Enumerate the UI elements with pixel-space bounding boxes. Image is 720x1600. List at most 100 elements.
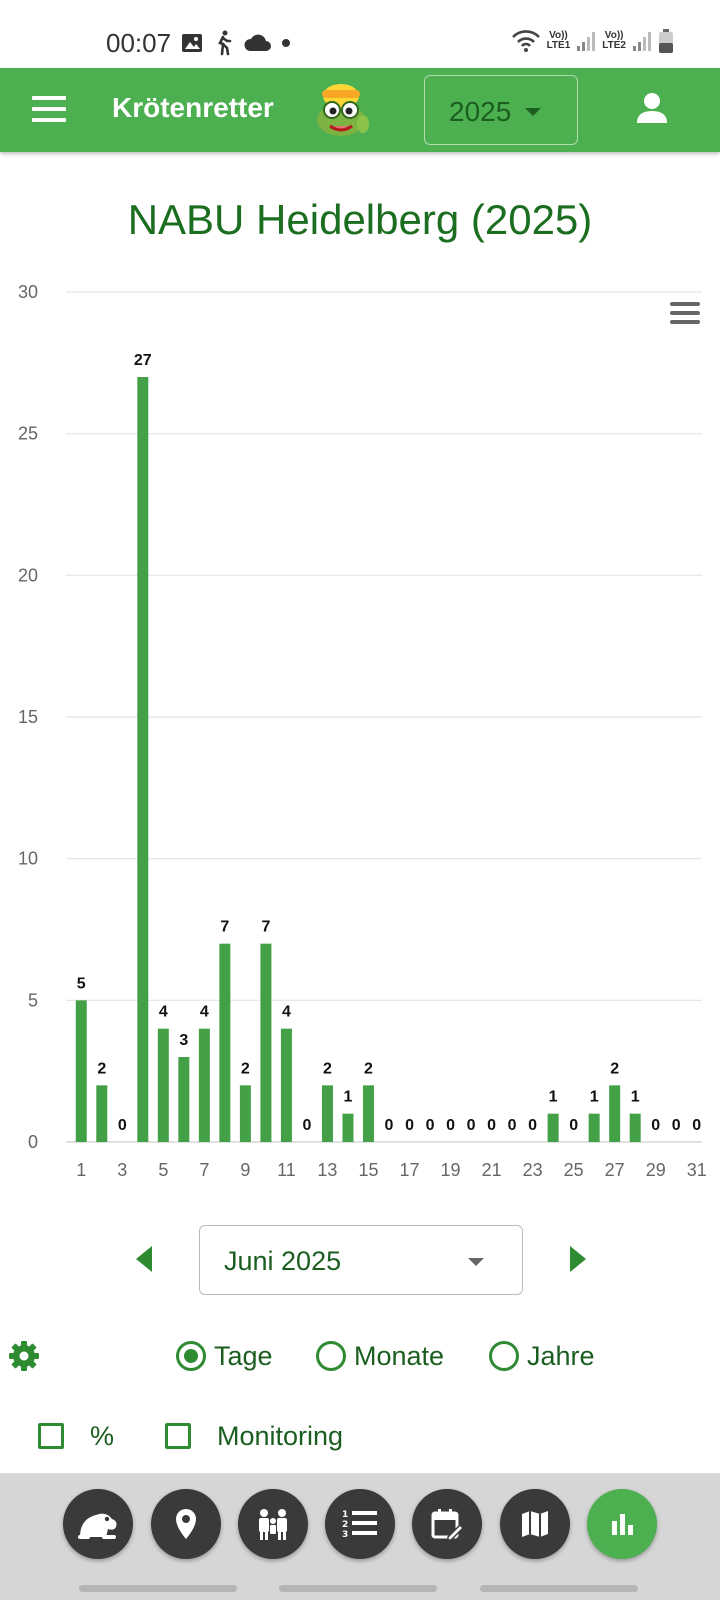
bar-chart-icon[interactable] (587, 1489, 657, 1559)
gallery-icon (180, 31, 204, 55)
radio-label: Tage (214, 1340, 273, 1371)
x-tick-label: 15 (358, 1160, 378, 1180)
bar[interactable] (219, 943, 231, 1142)
checkbox-percent[interactable]: % (38, 1418, 114, 1454)
gesture-bar (480, 1585, 638, 1592)
svg-text:3: 3 (342, 1530, 348, 1540)
data-label: 4 (282, 1004, 291, 1021)
data-label: 27 (134, 352, 152, 369)
x-tick-label: 17 (400, 1160, 420, 1180)
y-tick-label: 0 (28, 1132, 38, 1152)
checkbox-monitoring[interactable]: Monitoring (165, 1418, 343, 1454)
data-label: 0 (569, 1117, 578, 1134)
chevron-down-icon (468, 1258, 484, 1266)
checkbox-label: % (90, 1420, 115, 1451)
month-select[interactable]: Juni 2025 (199, 1225, 523, 1295)
sim2-lte: LTE2 (602, 40, 626, 51)
people-icon[interactable] (238, 1489, 308, 1559)
year-value: 2025 (449, 96, 512, 127)
checkbox-label: Monitoring (217, 1420, 344, 1451)
year-select[interactable]: 2025 (424, 75, 578, 145)
x-tick-label: 7 (199, 1160, 209, 1180)
x-tick-label: 19 (441, 1160, 461, 1180)
data-label: 0 (487, 1117, 496, 1134)
data-label: 0 (672, 1117, 681, 1134)
radio-monate[interactable]: Monate (316, 1337, 444, 1375)
data-label: 4 (200, 1004, 209, 1021)
data-label: 7 (261, 919, 270, 936)
chevron-down-icon (525, 108, 541, 116)
data-label: 2 (97, 1060, 106, 1077)
checkbox[interactable] (165, 1423, 191, 1449)
battery-icon (658, 28, 674, 54)
radio-label: Jahre (527, 1340, 595, 1371)
map-icon[interactable] (500, 1489, 570, 1559)
data-label: 0 (302, 1117, 311, 1134)
bar[interactable] (547, 1113, 559, 1142)
data-label: 2 (610, 1060, 619, 1077)
gear-icon[interactable] (8, 1340, 40, 1372)
bar[interactable] (260, 943, 272, 1142)
data-label: 0 (508, 1117, 517, 1134)
bar[interactable] (75, 1000, 87, 1142)
bar[interactable] (137, 377, 149, 1142)
checkbox[interactable] (38, 1423, 64, 1449)
data-label: 2 (241, 1060, 250, 1077)
bar[interactable] (96, 1085, 108, 1142)
data-label: 0 (467, 1117, 476, 1134)
wifi-icon (511, 29, 541, 53)
frog-logo (310, 80, 372, 140)
data-label: 0 (118, 1117, 127, 1134)
radio-button[interactable] (316, 1341, 346, 1371)
x-tick-label: 27 (605, 1160, 625, 1180)
sim2-network: Vo)) LTE2 (602, 31, 626, 51)
gesture-bar (279, 1585, 437, 1592)
bar[interactable] (609, 1085, 621, 1142)
cloud-icon (244, 33, 272, 53)
data-label: 1 (631, 1089, 640, 1106)
radio-jahre[interactable]: Jahre (489, 1337, 595, 1375)
data-label: 0 (405, 1117, 414, 1134)
arrow-right-icon[interactable] (570, 1246, 586, 1272)
account-icon[interactable] (634, 90, 670, 126)
data-label: 1 (344, 1089, 353, 1106)
x-tick-label: 3 (117, 1160, 127, 1180)
bar[interactable] (629, 1113, 641, 1142)
month-value: Juni 2025 (224, 1246, 342, 1276)
radio-tage[interactable]: Tage (176, 1337, 273, 1375)
radio-button[interactable] (176, 1341, 206, 1371)
data-label: 0 (528, 1117, 537, 1134)
status-time: 00:07 (106, 28, 172, 58)
x-tick-label: 25 (564, 1160, 584, 1180)
bar[interactable] (157, 1028, 169, 1142)
toad-icon[interactable] (63, 1489, 133, 1559)
signal-icon (576, 30, 596, 52)
y-tick-label: 10 (18, 849, 38, 869)
y-tick-label: 20 (18, 565, 38, 585)
sim1-network: Vo)) LTE1 (547, 31, 571, 51)
bar[interactable] (362, 1085, 374, 1142)
status-bar: 00:07 Vo)) LTE1 Vo)) LTE2 (0, 0, 720, 68)
bar[interactable] (342, 1113, 354, 1142)
radio-button[interactable] (489, 1341, 519, 1371)
sim1-lte: LTE1 (546, 40, 571, 51)
location-pin-icon[interactable] (151, 1489, 221, 1559)
bar[interactable] (321, 1085, 333, 1142)
arrow-left-icon[interactable] (136, 1246, 152, 1272)
notification-dot-icon (280, 37, 292, 49)
gesture-bar (79, 1585, 237, 1592)
menu-icon[interactable] (32, 96, 66, 122)
svg-text:1: 1 (342, 1510, 348, 1520)
bar[interactable] (198, 1028, 210, 1142)
data-label: 2 (364, 1060, 373, 1077)
data-label: 1 (590, 1089, 599, 1106)
calendar-edit-icon[interactable] (412, 1489, 482, 1559)
bar[interactable] (588, 1113, 600, 1142)
bar[interactable] (239, 1085, 251, 1142)
bar[interactable] (178, 1057, 190, 1142)
chart-menu-icon[interactable] (670, 302, 700, 326)
bar[interactable] (280, 1028, 292, 1142)
